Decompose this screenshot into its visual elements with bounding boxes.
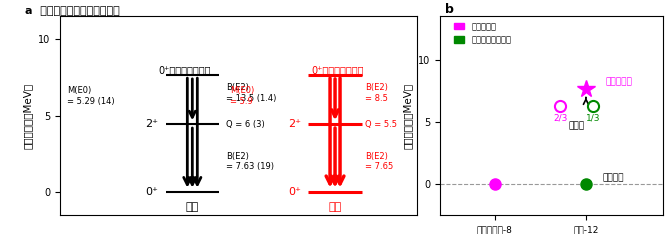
Y-axis label: エネルギー（MeV）: エネルギー（MeV） xyxy=(23,83,33,149)
Text: 0⁺（ホイル状態）: 0⁺（ホイル状態） xyxy=(312,65,364,75)
Text: ホイル状態: ホイル状態 xyxy=(606,78,633,87)
Text: B(E2)
= 13.5 (1.4): B(E2) = 13.5 (1.4) xyxy=(226,83,277,102)
Text: Q = 5.5: Q = 5.5 xyxy=(365,120,397,129)
Text: 0⁺: 0⁺ xyxy=(288,187,301,197)
Text: 0⁺（ホイル状態）: 0⁺（ホイル状態） xyxy=(158,65,211,75)
Text: 2/3: 2/3 xyxy=(553,114,567,123)
Text: Q = 6 (3): Q = 6 (3) xyxy=(226,120,265,129)
Text: 2⁺: 2⁺ xyxy=(145,119,158,129)
Legend: クラスター, 通常の原子核物質: クラスター, 通常の原子核物質 xyxy=(451,18,515,48)
Text: 0⁺: 0⁺ xyxy=(145,187,158,197)
Text: 混合比: 混合比 xyxy=(569,121,585,130)
Text: 1/3: 1/3 xyxy=(586,114,600,123)
Text: 2⁺: 2⁺ xyxy=(288,119,301,129)
Text: b: b xyxy=(445,3,454,16)
Text: a  励起エネルギーと電磁遷移: a 励起エネルギーと電磁遷移 xyxy=(25,6,119,16)
Y-axis label: エネルギー（MeV）: エネルギー（MeV） xyxy=(403,83,413,149)
Text: M(E0)
= 5.29 (14): M(E0) = 5.29 (14) xyxy=(68,86,115,106)
Text: M(E0)
= 5.9: M(E0) = 5.9 xyxy=(230,86,254,106)
Text: 計算: 計算 xyxy=(328,202,342,212)
Text: B(E2)
= 7.65: B(E2) = 7.65 xyxy=(365,152,393,172)
Text: B(E2)
= 8.5: B(E2) = 8.5 xyxy=(365,83,388,102)
Text: B(E2)
= 7.63 (19): B(E2) = 7.63 (19) xyxy=(226,152,274,172)
Text: 基底状態: 基底状態 xyxy=(602,173,624,182)
Text: 実験: 実験 xyxy=(186,202,199,212)
